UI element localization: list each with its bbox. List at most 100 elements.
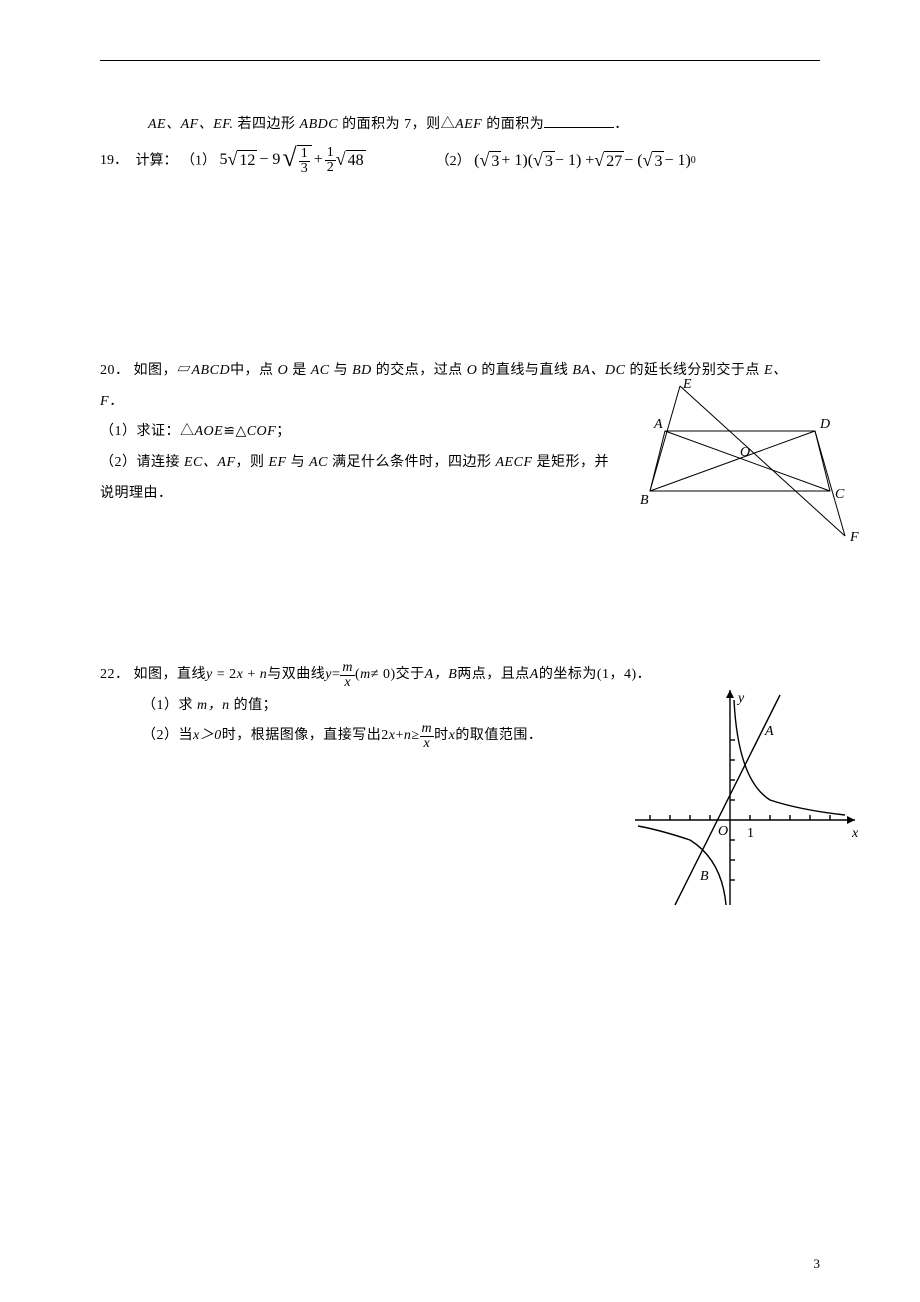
- q19-right: （2） ( √3 + 1)( √3 − 1) + √27 − ( √3 − 1)…: [436, 150, 696, 171]
- x: x: [421, 737, 432, 751]
- t: 的直线与直线: [481, 363, 568, 378]
- minus9: − 9: [259, 151, 280, 169]
- t: 如图，▱: [134, 363, 192, 378]
- q18-t2: 的面积为 7，则△: [342, 117, 455, 132]
- header-rule: [100, 60, 820, 61]
- q19-num: 19．: [100, 153, 128, 168]
- t: 与双曲线: [267, 660, 325, 691]
- t: 与: [334, 363, 349, 378]
- sqrt-frac: √13: [282, 145, 311, 176]
- diag-ac: [665, 431, 830, 491]
- label-E: E: [682, 377, 692, 392]
- y: y: [325, 660, 332, 691]
- line-eb: [650, 386, 680, 491]
- q19: 19． 计算： （1） 5 √12 − 9 √13 + 12 √48 （2） (…: [100, 145, 820, 176]
- y-arrow: [726, 690, 734, 698]
- a: A: [530, 660, 539, 691]
- hyperbola-q3: [638, 826, 726, 905]
- page-number: 3: [814, 1256, 821, 1272]
- q18-abdc: ABDC: [300, 117, 339, 132]
- hyperbola-q1: [734, 700, 845, 815]
- mn: m，n: [193, 698, 234, 713]
- n: n: [260, 667, 268, 682]
- label-O: O: [740, 445, 750, 460]
- neq: ≠ 0): [371, 660, 396, 691]
- q18-tail: AE、AF、EF. 若四边形 ABDC 的面积为 7，则△AEF 的面积为．: [100, 110, 820, 141]
- t: 两点，且点: [457, 660, 530, 691]
- f: F．: [100, 394, 124, 409]
- q19-p1-label: （1）: [181, 153, 216, 168]
- t: 的值；: [234, 698, 278, 713]
- c1: 5: [220, 151, 228, 169]
- q20: 20．如图，▱ABCD中，点 O 是 AC 与 BD 的交点，过点 O 的直线与…: [100, 356, 820, 510]
- x2: x: [449, 721, 456, 752]
- label-O: O: [718, 824, 728, 839]
- plus: +: [314, 151, 323, 169]
- line-fd: [815, 431, 845, 536]
- eq: = 2: [213, 667, 237, 682]
- q18-t3: 的面积为: [486, 117, 544, 132]
- lbl: （1）求证：△: [100, 424, 195, 439]
- sqrt12: √12: [228, 150, 258, 170]
- m: m: [340, 661, 355, 676]
- t: 的取值范围．: [455, 721, 542, 752]
- o2: O: [463, 363, 482, 378]
- diag-bd: [650, 431, 815, 491]
- t: 交于: [396, 660, 425, 691]
- p1: + 1)(: [501, 152, 533, 170]
- eq2: y = mx(m ≠ 0): [325, 660, 395, 691]
- label-C: C: [835, 487, 845, 502]
- t: 时: [434, 721, 449, 752]
- t: 如图，直线: [134, 660, 207, 691]
- sqrt48: √48: [336, 150, 366, 170]
- exp0: 0: [691, 155, 696, 166]
- x: x: [342, 676, 353, 690]
- t: 与: [291, 455, 306, 470]
- q20-figure: E A D B C O F: [640, 376, 870, 556]
- cof: COF: [247, 424, 277, 439]
- line-ef: [680, 386, 845, 536]
- lbl: （2）请连接: [100, 455, 180, 470]
- label-A: A: [653, 417, 663, 432]
- ac: AC: [307, 363, 334, 378]
- label-y: y: [736, 691, 745, 706]
- ac2: AC: [305, 455, 332, 470]
- t: ，则: [236, 455, 265, 470]
- abcd: ABCD: [192, 363, 231, 378]
- label-A: A: [764, 724, 774, 739]
- t: 是: [292, 363, 307, 378]
- n: n: [404, 721, 412, 752]
- t: 满足什么条件时，四边形: [332, 455, 492, 470]
- s3a: √3: [479, 151, 501, 171]
- mm: − (: [624, 152, 642, 170]
- p: +: [395, 721, 403, 752]
- q19-left: 19． 计算： （1） 5 √12 − 9 √13 + 12 √48: [100, 145, 366, 176]
- t: 是矩形，并: [537, 455, 610, 470]
- ge: ≥: [411, 721, 419, 752]
- eq1: y = 2x + n: [206, 660, 267, 691]
- label-D: D: [819, 417, 830, 432]
- cong: ≌△: [223, 424, 247, 439]
- q19-formula2: ( √3 + 1)( √3 − 1) + √27 − ( √3 − 1)0: [474, 151, 696, 171]
- semi: ；: [276, 424, 291, 439]
- m2: m: [360, 660, 371, 691]
- q19-formula1: 5 √12 − 9 √13 + 12 √48: [220, 145, 366, 176]
- eq: =: [332, 660, 340, 691]
- q18-vars: AE、AF、EF.: [148, 117, 234, 132]
- page-content: AE、AF、EF. 若四边形 ABDC 的面积为 7，则△AEF 的面积为． 1…: [100, 110, 820, 752]
- q19-label: 计算：: [136, 153, 178, 168]
- q22-num: 22．: [100, 660, 130, 691]
- aecf: AECF: [492, 455, 537, 470]
- o1: O: [274, 363, 293, 378]
- q19-p2-label: （2）: [436, 154, 471, 169]
- label-1: 1: [747, 826, 754, 841]
- x-arrow: [847, 816, 855, 824]
- blank-fill: [544, 114, 614, 128]
- xgt: x＞0: [193, 721, 222, 752]
- y: y: [206, 667, 213, 682]
- two: 2: [381, 721, 389, 752]
- s3b: √3: [533, 151, 555, 171]
- q22-figure: y x O 1 A B: [630, 680, 870, 910]
- p: +: [243, 667, 259, 682]
- t: 中，点: [230, 363, 274, 378]
